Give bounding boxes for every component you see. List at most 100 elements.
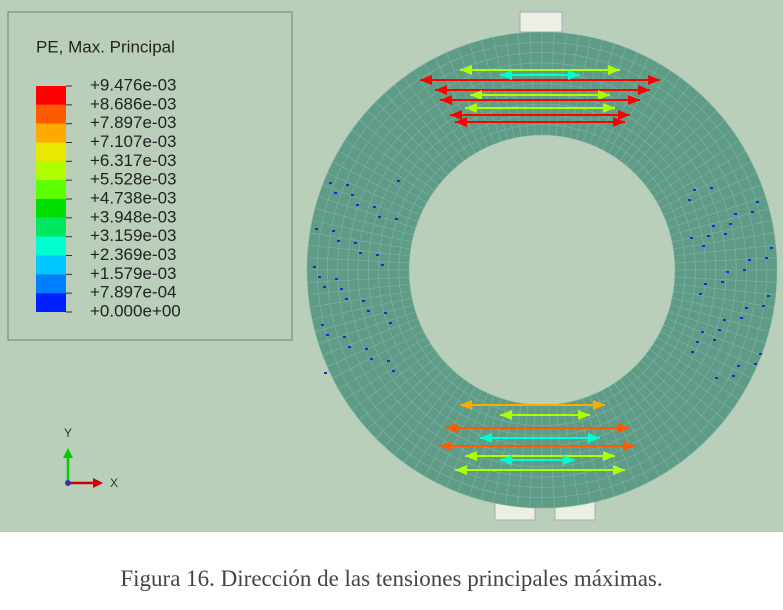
vector-dot [702, 245, 705, 247]
mesh [384, 370, 454, 448]
mesh [614, 70, 671, 157]
vector-dot [737, 365, 740, 367]
swatch [36, 274, 66, 294]
mesh [653, 140, 740, 197]
swatch [36, 199, 66, 218]
legend-label: +7.897e-03 [90, 113, 177, 132]
arrow-head [623, 441, 635, 451]
vector-dot [732, 375, 735, 377]
mesh [446, 393, 489, 488]
vector-dot [313, 266, 316, 268]
mesh [308, 244, 410, 257]
mesh [668, 196, 766, 229]
legend-label: +0.000e+00 [90, 301, 181, 320]
vector-dot [762, 305, 765, 307]
arrow-head [445, 423, 457, 433]
legend-label: +9.476e-03 [90, 75, 177, 94]
vector-dot [715, 377, 718, 379]
vector-dot [337, 240, 340, 242]
mesh [630, 92, 700, 170]
mesh [666, 318, 762, 356]
x-axis-label: X [110, 476, 118, 490]
mesh [595, 393, 638, 488]
vector-dot [745, 307, 748, 309]
mesh [657, 150, 746, 203]
vector-dot [387, 360, 390, 362]
mesh [657, 337, 746, 390]
mesh [670, 304, 770, 332]
clamp [519, 11, 563, 33]
mesh [322, 184, 418, 222]
mesh [332, 331, 424, 379]
vector-dot [340, 288, 343, 290]
vector-dot [359, 252, 362, 254]
mesh [308, 283, 410, 296]
vector-dot [324, 372, 327, 374]
arrow-head [500, 455, 512, 465]
vector-dot [767, 295, 770, 297]
vector-dot [696, 341, 699, 343]
arrow-head [460, 400, 472, 410]
legend-label: +3.948e-03 [90, 207, 177, 226]
vector-dot [362, 300, 365, 302]
swatch [36, 104, 66, 124]
mesh [332, 161, 424, 209]
vector-dot [384, 312, 387, 314]
mesh [469, 43, 502, 142]
mesh [338, 337, 427, 390]
caption: Figura 16. Dirección de las tensiones pr… [120, 566, 663, 591]
mesh [649, 129, 733, 191]
mesh [413, 70, 470, 157]
arrow-head [470, 90, 482, 100]
vector-dot [693, 189, 696, 191]
swatch [36, 161, 66, 181]
arrow-head [465, 451, 477, 461]
vector-dot [734, 213, 737, 215]
arrow-head [465, 103, 477, 113]
mesh [645, 354, 725, 421]
arrow-head [598, 90, 610, 100]
vector-dot [346, 184, 349, 186]
arrow-head [603, 451, 615, 461]
vector-dot [721, 281, 724, 283]
arrow-head [588, 433, 600, 443]
mesh [469, 398, 502, 497]
mesh [614, 383, 671, 470]
vector-dot [707, 235, 710, 237]
arrow-head [450, 110, 462, 120]
mesh [529, 32, 536, 136]
mesh [555, 33, 567, 136]
mesh [660, 331, 752, 379]
mesh [649, 349, 733, 411]
arrow-head [618, 423, 630, 433]
vector-dot [351, 194, 354, 196]
mesh [312, 220, 412, 243]
vector-dot [345, 298, 348, 300]
vector-dot [712, 225, 715, 227]
legend-label: +8.686e-03 [90, 94, 177, 113]
legend-label: +2.369e-03 [90, 245, 177, 264]
arrow-head [500, 410, 512, 420]
mesh [625, 84, 691, 166]
mesh [663, 324, 757, 368]
mesh [318, 196, 416, 229]
legend-label: +1.579e-03 [90, 264, 177, 283]
legend-label: +7.107e-03 [90, 132, 177, 151]
mesh [318, 311, 416, 344]
legend-label: +4.738e-03 [90, 188, 177, 207]
mesh [344, 140, 431, 197]
legend-label: +6.317e-03 [90, 151, 177, 170]
mesh [351, 129, 435, 191]
mesh [307, 276, 410, 283]
arrow-head [440, 441, 452, 451]
vector-dot [335, 278, 338, 280]
mesh [359, 119, 439, 186]
mesh [562, 34, 580, 137]
mesh [312, 297, 412, 320]
mesh [569, 401, 592, 503]
mesh [309, 290, 411, 308]
legend-box [7, 11, 293, 341]
swatch [36, 293, 66, 312]
vector-dot [370, 358, 373, 360]
